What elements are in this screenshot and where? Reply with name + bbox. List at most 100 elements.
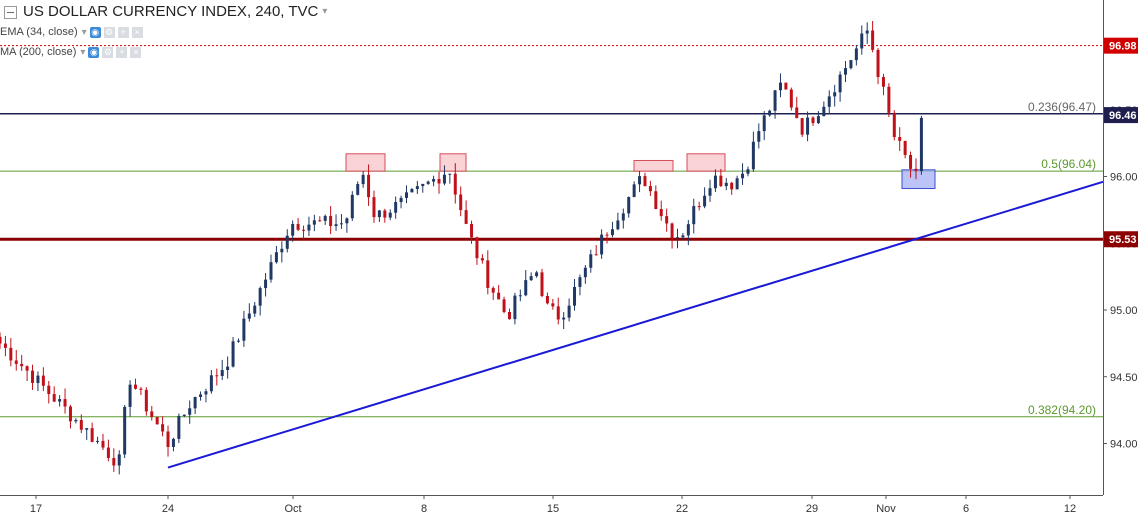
indicator-row-ema[interactable]: EMA (34, close) ▾ ◉ ⚙ + ×: [0, 26, 143, 38]
price-tag: [1104, 107, 1138, 124]
candle-body: [838, 74, 842, 93]
candle-body: [545, 295, 549, 304]
remove-close-icon[interactable]: ×: [130, 46, 142, 58]
candle-body: [605, 234, 609, 236]
candle-body: [209, 375, 213, 392]
candle-body: [746, 169, 750, 174]
candle-body: [399, 197, 403, 203]
candle-body: [68, 406, 72, 422]
symbol-title: US DOLLAR CURRENCY INDEX, 240, TVC: [23, 3, 319, 20]
candle-body: [155, 416, 159, 425]
candle-body: [161, 424, 165, 432]
y-tick-label: 94.00: [1110, 439, 1138, 451]
remove-close-icon[interactable]: ×: [131, 26, 143, 38]
candle-body: [58, 399, 62, 402]
resistance-highlight-box: [439, 153, 467, 172]
x-tick-label: 24: [162, 503, 174, 515]
candle-body: [226, 366, 230, 371]
candle-body: [903, 140, 907, 155]
candle-body: [302, 229, 306, 231]
candle-body: [312, 220, 316, 225]
candle-body: [621, 213, 625, 221]
candle-body: [822, 106, 826, 117]
candle-body: [735, 178, 739, 190]
candle-body: [204, 391, 208, 395]
candle-body: [25, 366, 29, 371]
x-tick-label: Nov: [876, 503, 896, 515]
chevron-down-icon[interactable]: ▾: [81, 26, 87, 38]
add-plus-icon[interactable]: +: [117, 26, 129, 38]
candle-body: [437, 178, 441, 184]
candle-body: [724, 182, 728, 187]
candle-body: [285, 235, 289, 249]
candle-body: [556, 306, 560, 320]
candle-body: [881, 76, 885, 87]
candle-body: [334, 224, 338, 227]
candle-body: [453, 173, 457, 195]
candle-body: [551, 303, 555, 307]
x-tick-label: 15: [547, 503, 559, 515]
price-tag-label: 96.46: [1109, 110, 1137, 122]
candle-body: [638, 176, 642, 185]
candle-body: [36, 375, 40, 383]
candle-body: [789, 89, 793, 108]
candle-body: [524, 280, 528, 296]
candle-body: [394, 202, 398, 213]
add-plus-icon[interactable]: +: [116, 46, 128, 58]
settings-gear-icon[interactable]: ⚙: [102, 46, 114, 58]
candle-body: [648, 186, 652, 192]
candle-body: [919, 117, 923, 172]
candle-body: [594, 254, 598, 256]
price-levels: [0, 45, 1103, 418]
candle-body: [296, 224, 300, 230]
candle-body: [459, 194, 463, 211]
candle-body: [215, 375, 219, 377]
candle-body: [713, 175, 717, 189]
fib-level-label: 0.382(94.20): [1028, 403, 1096, 417]
candle-body: [0, 336, 2, 344]
candle-body: [150, 411, 154, 417]
chevron-down-icon[interactable]: ▾: [322, 6, 328, 17]
candle-body: [377, 210, 381, 218]
candle-body: [892, 112, 896, 138]
candle-body: [85, 428, 89, 430]
candle-body: [827, 96, 831, 107]
candle-body: [475, 237, 479, 259]
candle-body: [106, 447, 110, 459]
price-tag-label: 95.53: [1109, 234, 1137, 246]
x-tick-label: 22: [676, 503, 688, 515]
resistance-highlight-box: [633, 159, 674, 172]
candle-body: [507, 312, 511, 320]
candle-body: [264, 279, 268, 289]
chevron-down-icon[interactable]: ▾: [80, 46, 86, 58]
indicator-row-ma[interactable]: MA (200, close) ▾ ◉ ⚙ + ×: [0, 46, 142, 58]
x-tick-label: 17: [30, 503, 42, 515]
candle-body: [128, 384, 132, 407]
fib-level-label: 0.5(96.04): [1041, 157, 1096, 171]
candle-body: [676, 237, 679, 239]
candle-body: [708, 188, 712, 196]
candle-body: [589, 254, 593, 268]
candle-body: [773, 90, 777, 111]
candle-body: [757, 131, 761, 142]
candle-body: [415, 186, 419, 190]
visibility-eye-icon[interactable]: ◉: [88, 46, 100, 58]
candle-body: [117, 454, 121, 466]
candle-body: [236, 340, 240, 342]
settings-gear-icon[interactable]: ⚙: [103, 26, 115, 38]
candle-body: [421, 183, 425, 187]
candle-body: [573, 286, 577, 306]
candle-body: [101, 440, 105, 448]
candle-body: [643, 176, 647, 187]
collapse-legend-icon[interactable]: [4, 6, 17, 19]
candle-body: [166, 431, 170, 447]
candle-body: [806, 117, 810, 135]
visibility-eye-icon[interactable]: ◉: [89, 26, 101, 38]
candle-body: [491, 287, 495, 293]
candle-body: [480, 258, 484, 261]
x-tick-label: Oct: [284, 503, 301, 515]
candle-body: [854, 48, 858, 61]
candle-body: [432, 178, 436, 182]
